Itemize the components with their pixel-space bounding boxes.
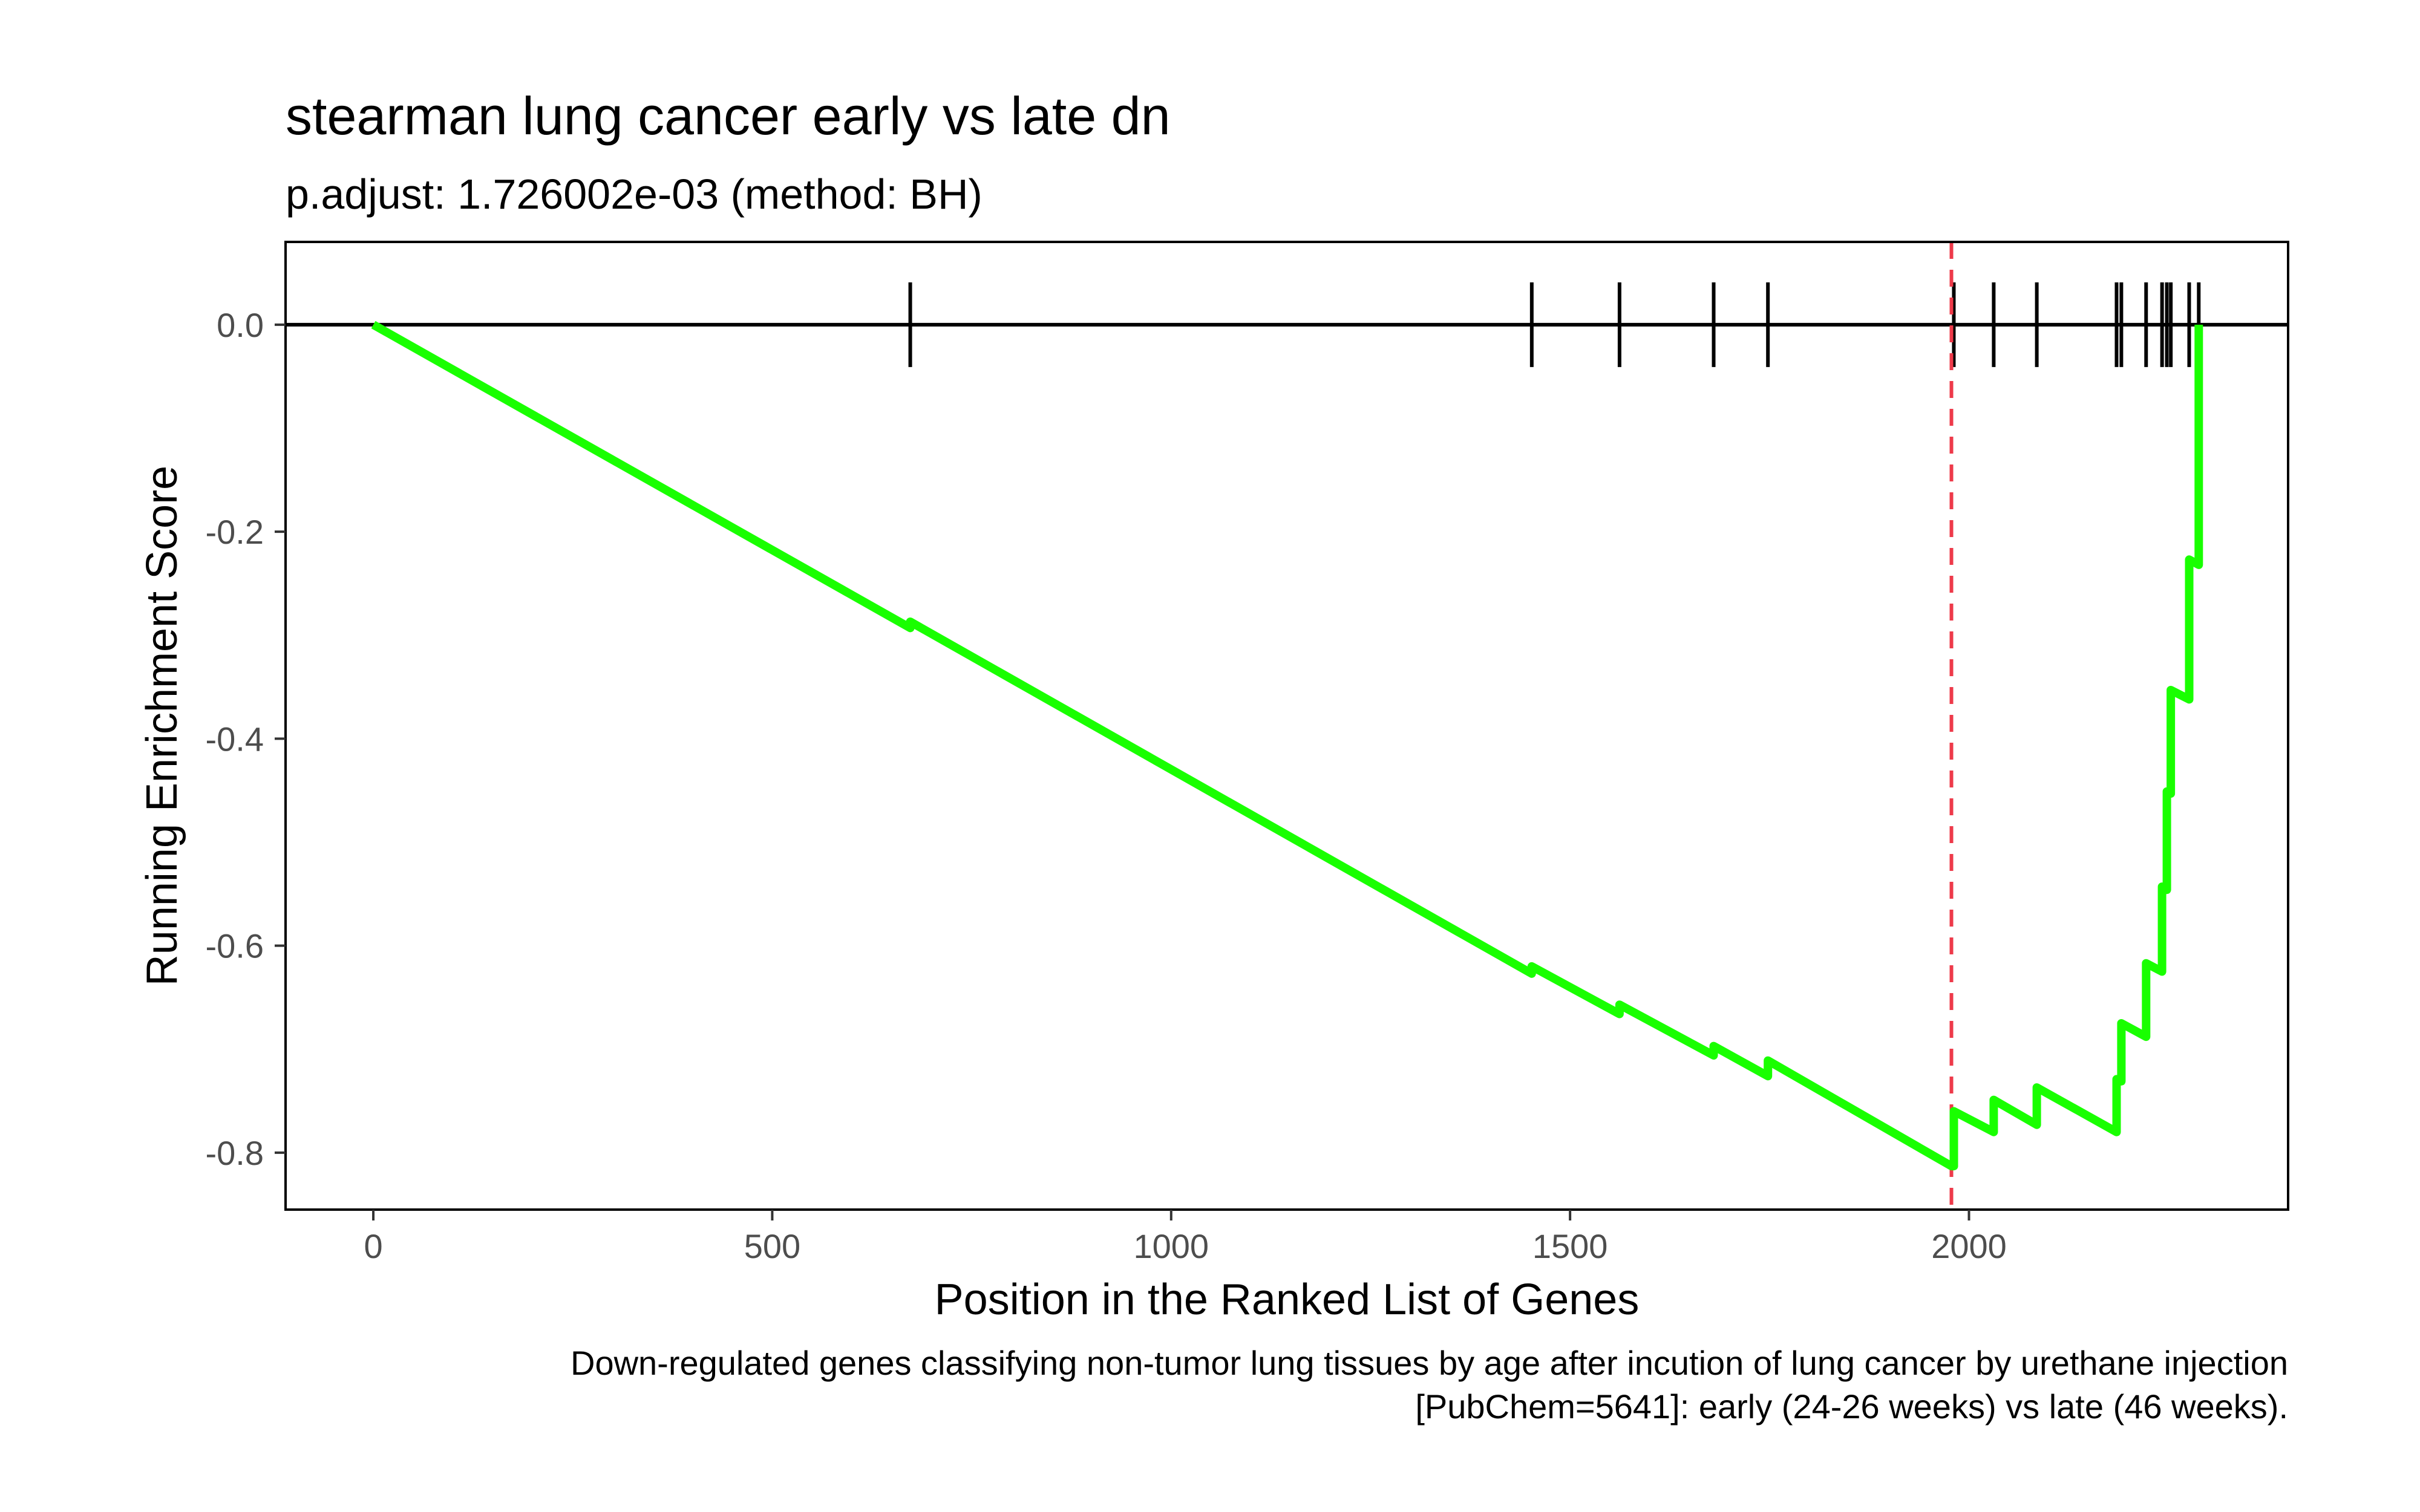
x-axis: 0 500 1000 1500 2000 [364, 1210, 2007, 1265]
y-tick-label: 0.0 [217, 306, 264, 344]
plot-border [284, 241, 2289, 1211]
y-tick-label: -0.4 [206, 720, 264, 758]
x-tick-label: 1000 [1133, 1227, 1209, 1265]
y-tick-label: -0.6 [206, 927, 264, 965]
x-tick-label: 2000 [1931, 1227, 2007, 1265]
x-tick-label: 1500 [1532, 1227, 1608, 1265]
x-tick-label: 500 [744, 1227, 800, 1265]
gene-hit-ticks [908, 282, 2201, 367]
x-axis-title: Position in the Ranked List of Genes [935, 1276, 1640, 1324]
chart-subtitle: p.adjust: 1.726002e-03 (method: BH) [286, 171, 983, 218]
x-tick-label: 0 [364, 1227, 382, 1265]
chart-title: stearman lung cancer early vs late dn [286, 86, 1171, 146]
y-tick-label: -0.8 [206, 1134, 264, 1172]
plot-area [284, 241, 2289, 1211]
running-enrichment-line [371, 321, 2203, 1171]
caption-line-2: [PubChem=5641]: early (24-26 weeks) vs l… [1415, 1387, 2288, 1426]
y-tick-label: -0.2 [206, 513, 264, 551]
y-axis-title: Running Enrichment Score [138, 466, 186, 986]
caption-line-1: Down-regulated genes classifying non-tum… [571, 1344, 2288, 1382]
y-axis: 0.0 -0.2 -0.4 -0.6 -0.8 [206, 306, 286, 1172]
